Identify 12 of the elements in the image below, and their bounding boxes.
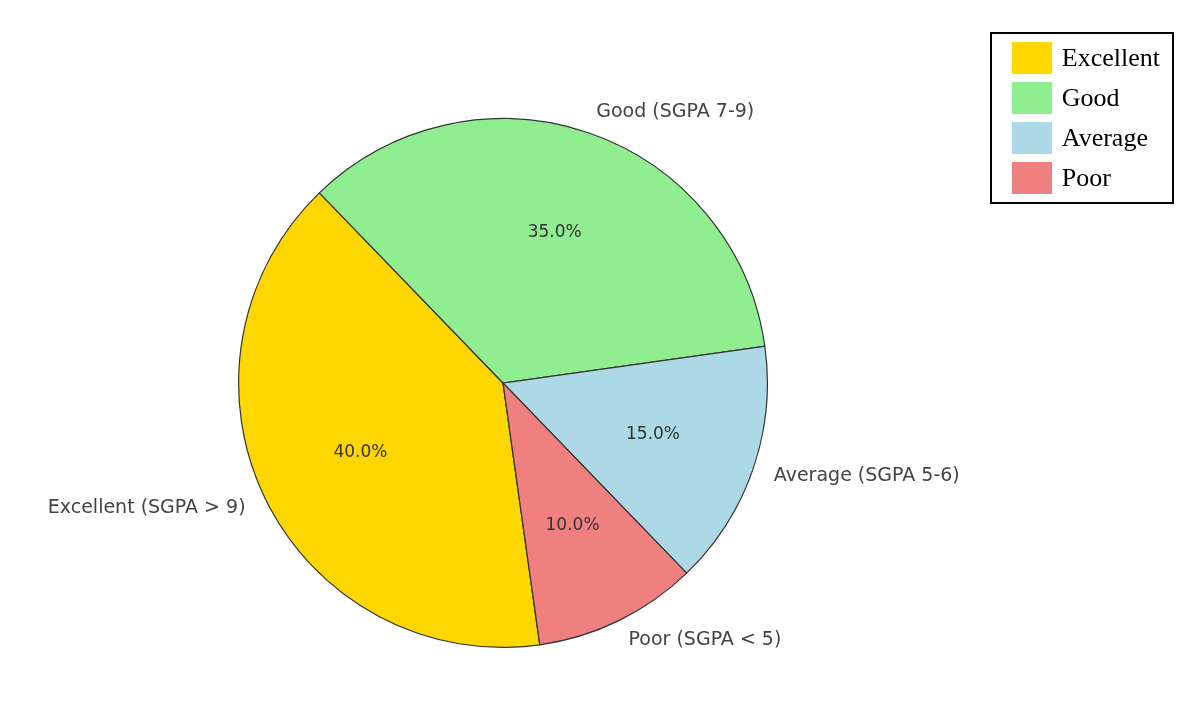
text: Poor (1061, 163, 1111, 193)
data-label: 35.0% (527, 221, 582, 242)
text: Average (1061, 123, 1148, 153)
slice-label: Good (SGPA 7-9) (596, 99, 755, 122)
data-label: 15.0% (625, 423, 680, 444)
text: Excellent (1061, 43, 1160, 73)
data-label: 10.0% (545, 514, 600, 535)
slice-label: Excellent (SGPA > 9) (47, 495, 246, 518)
text: Good (1061, 83, 1120, 113)
slice-label: Average (SGPA 5-6) (773, 463, 960, 486)
slice-label: Poor (SGPA < 5) (628, 627, 782, 650)
data-label: 40.0% (333, 440, 388, 461)
